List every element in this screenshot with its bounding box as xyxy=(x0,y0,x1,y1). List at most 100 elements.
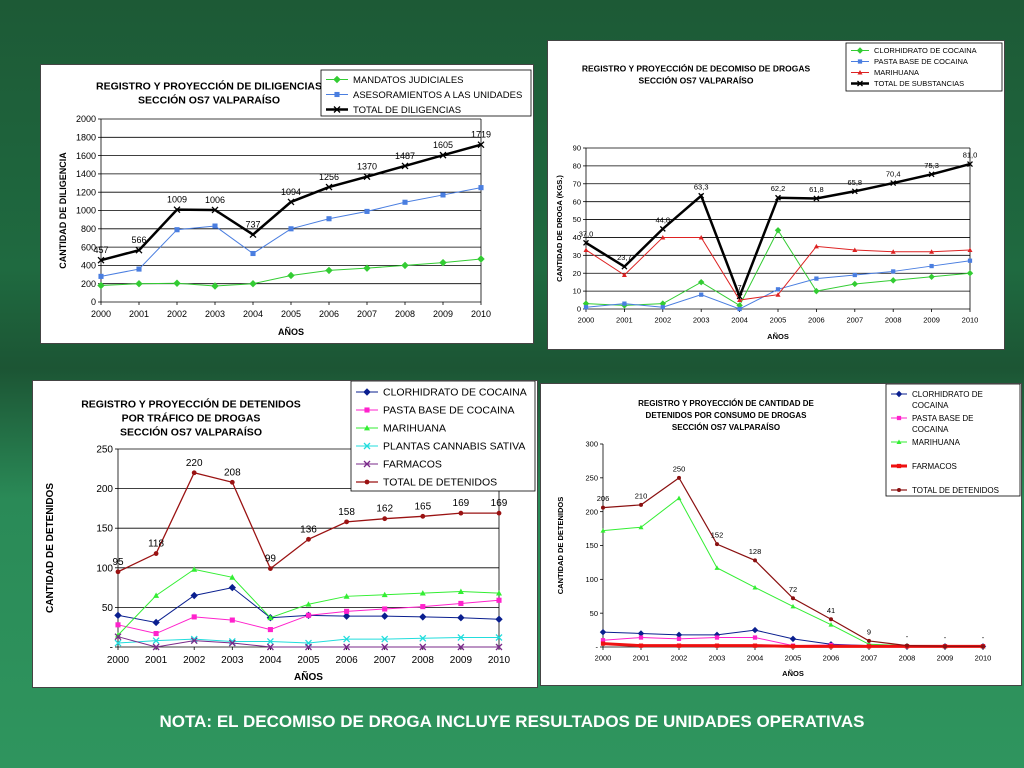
data-point xyxy=(115,632,121,638)
data-point xyxy=(813,243,819,249)
data-point xyxy=(380,612,389,620)
data-point xyxy=(363,173,371,181)
data-point xyxy=(890,249,896,254)
x-tick-label: 2007 xyxy=(357,309,377,319)
chart-title-line: REGISTRO Y PROYECCIÓN DE DETENIDOS xyxy=(81,398,301,411)
data-label: - xyxy=(944,633,947,642)
y-tick-label: 250 xyxy=(585,473,598,482)
series-line xyxy=(585,260,971,310)
data-point xyxy=(458,510,464,516)
data-point xyxy=(889,277,897,284)
data-point xyxy=(789,635,797,643)
data-point xyxy=(967,161,973,168)
data-point xyxy=(495,643,503,651)
data-point xyxy=(401,261,409,270)
data-point xyxy=(229,574,236,580)
data-point xyxy=(928,171,935,178)
data-point xyxy=(828,622,834,627)
data-point xyxy=(929,263,934,269)
data-label: 7 xyxy=(738,283,742,292)
data-point xyxy=(967,247,973,252)
series-line xyxy=(602,497,983,647)
x-tick-label: 2000 xyxy=(578,316,595,325)
data-label: 1256 xyxy=(319,172,339,182)
data-point xyxy=(343,643,351,651)
x-tick-label: 2006 xyxy=(823,654,840,663)
data-point xyxy=(287,271,295,280)
data-label: 65,8 xyxy=(847,178,862,187)
x-tick-label: 2002 xyxy=(671,654,688,663)
x-tick-label: 2010 xyxy=(488,655,511,666)
data-point xyxy=(477,141,485,149)
legend-label: CLORHIDRATO DE COCAINA xyxy=(874,46,977,55)
data-point xyxy=(97,281,105,290)
data-point xyxy=(267,614,274,621)
x-tick-label: 2006 xyxy=(319,309,339,319)
legend-marker xyxy=(896,439,902,444)
legend-marker xyxy=(333,106,341,113)
data-point xyxy=(190,591,198,600)
data-point xyxy=(457,588,464,594)
legend-marker xyxy=(895,390,903,398)
x-tick-label: 2009 xyxy=(923,316,940,325)
data-label: 41 xyxy=(827,606,835,615)
data-point xyxy=(250,250,256,257)
data-point xyxy=(288,226,294,232)
data-point xyxy=(966,270,974,277)
data-point xyxy=(325,266,333,275)
legend-label: TOTAL DE SUBSTANCIAS xyxy=(874,79,964,88)
x-axis-label: AÑOS xyxy=(782,669,804,678)
x-tick-label: 2002 xyxy=(183,655,206,666)
data-label: 62,2 xyxy=(771,184,786,193)
data-point xyxy=(419,613,427,621)
data-point xyxy=(249,231,257,239)
data-point xyxy=(637,630,645,637)
legend-label: ASESORAMIENTOS A LAS UNIDADES xyxy=(353,90,522,101)
data-label: 63,3 xyxy=(694,182,709,191)
data-point xyxy=(382,606,388,612)
data-point xyxy=(639,502,643,507)
chart-panel-detenidos-trafico: REGISTRO Y PROYECCIÓN DE DETENIDOS POR TR… xyxy=(32,380,538,688)
data-label: 158 xyxy=(338,507,355,518)
x-tick-label: 2007 xyxy=(846,316,863,325)
series-line xyxy=(602,476,983,647)
data-point xyxy=(401,162,409,170)
chart-title-line: SECCIÓN OS7 VALPARAÍSO xyxy=(672,423,780,432)
chart-title-line: POR TRÁFICO DE DROGAS xyxy=(122,412,261,425)
data-point xyxy=(228,583,237,592)
data-point xyxy=(659,225,666,232)
y-tick-label: 1400 xyxy=(76,169,96,179)
legend-marker xyxy=(364,479,370,485)
data-label: 95 xyxy=(112,557,124,568)
data-point xyxy=(790,644,796,649)
x-tick-label: 2001 xyxy=(633,654,650,663)
data-point xyxy=(813,195,820,202)
legend-label: TOTAL DE DETENIDOS xyxy=(383,477,497,489)
data-point xyxy=(114,639,122,647)
data-point xyxy=(381,591,388,598)
data-point xyxy=(249,279,257,288)
data-point xyxy=(305,612,312,618)
x-tick-label: 2010 xyxy=(975,654,992,663)
data-point xyxy=(621,263,628,270)
data-point xyxy=(344,608,350,614)
data-label: 23,7 xyxy=(617,253,632,262)
data-point xyxy=(457,643,465,651)
x-tick-label: 2004 xyxy=(747,654,764,663)
data-point xyxy=(752,643,758,648)
data-label: 9 xyxy=(867,627,871,636)
chart-title-line: DETENIDOS POR CONSUMO DE DROGAS xyxy=(646,411,808,420)
data-point xyxy=(97,256,105,264)
y-tick-label: 150 xyxy=(585,541,598,550)
y-tick-label: 200 xyxy=(585,507,598,516)
data-point xyxy=(420,604,426,610)
data-label: 566 xyxy=(131,235,146,245)
data-point xyxy=(852,247,858,252)
y-tick-label: 50 xyxy=(102,603,114,614)
data-point xyxy=(790,603,796,609)
legend-marker xyxy=(896,415,902,421)
x-tick-label: 2006 xyxy=(808,316,825,325)
data-point xyxy=(829,617,833,622)
x-tick-label: 2007 xyxy=(861,654,878,663)
data-point xyxy=(342,612,351,620)
